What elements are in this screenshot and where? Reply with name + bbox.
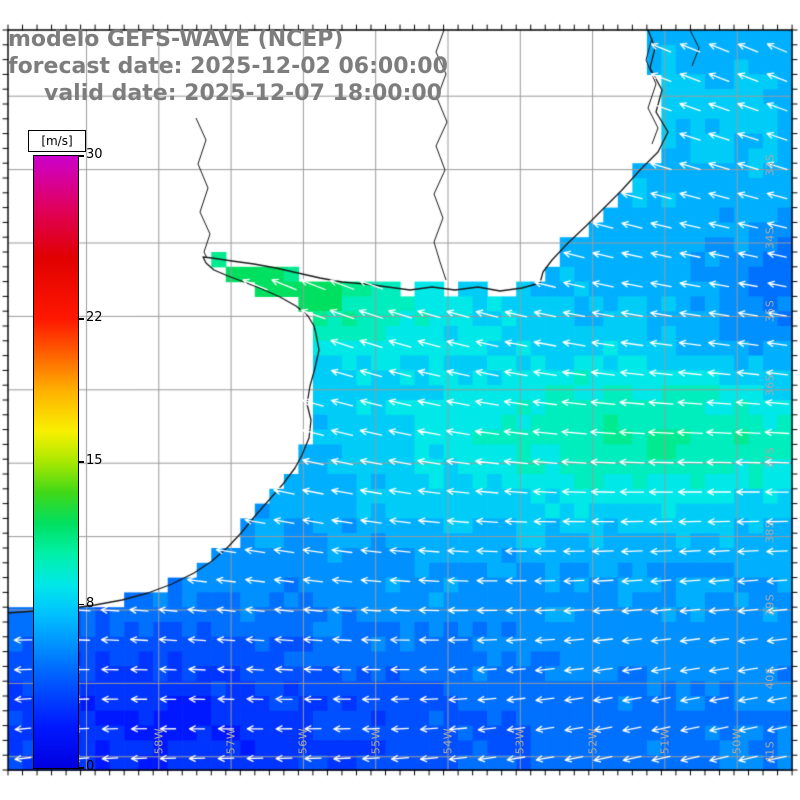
colorbar-tick-label-0: 0: [86, 759, 95, 774]
lat-label-34S: 34S: [763, 226, 777, 250]
lon-label-54W: 54W: [441, 727, 455, 755]
colorbar-unit-label: [m/s]: [28, 130, 86, 152]
lon-label-55W: 55W: [369, 727, 383, 755]
lat-label-39S: 39S: [763, 593, 777, 617]
colorbar-tick-label-22: 22: [86, 310, 103, 326]
lon-label-52W: 52W: [586, 727, 600, 755]
lon-label-50W: 50W: [730, 727, 744, 755]
lon-label-53W: 53W: [513, 727, 527, 755]
model-title: modelo GEFS-WAVE (NCEP): [8, 27, 344, 52]
lon-label-57W: 57W: [224, 727, 238, 755]
colorbar-tick-label-15: 15: [86, 453, 103, 468]
lat-label-38S: 38S: [763, 520, 777, 543]
lat-label-37S: 37S: [763, 446, 777, 470]
colorbar-tick-mark: [79, 155, 84, 157]
lon-label-58W: 58W: [152, 727, 166, 755]
lon-label-51W: 51W: [658, 727, 672, 755]
colorbar-tick-mark: [79, 603, 84, 606]
colorbar-gradient: [33, 155, 79, 769]
lat-label-36S: 36S: [763, 373, 777, 397]
lat-label-40S: 40S: [763, 667, 777, 690]
valid-date: valid date: 2025-12-07 18:00:00: [44, 81, 442, 106]
colorbar-tick-mark: [79, 461, 84, 463]
colorbar-tick-label-8: 8: [86, 595, 95, 611]
lat-label-35S: 35S: [763, 300, 777, 323]
forecast-date: forecast date: 2025-12-02 06:00:00: [8, 54, 448, 79]
lat-label-41S: 41S: [763, 740, 777, 764]
lon-label-56W: 56W: [296, 727, 310, 755]
colorbar-tick-mark: [79, 767, 84, 769]
colorbar-tick-mark: [79, 318, 84, 320]
lat-label-33S: 33S: [763, 153, 777, 176]
colorbar-tick-label-30: 30: [86, 147, 103, 162]
